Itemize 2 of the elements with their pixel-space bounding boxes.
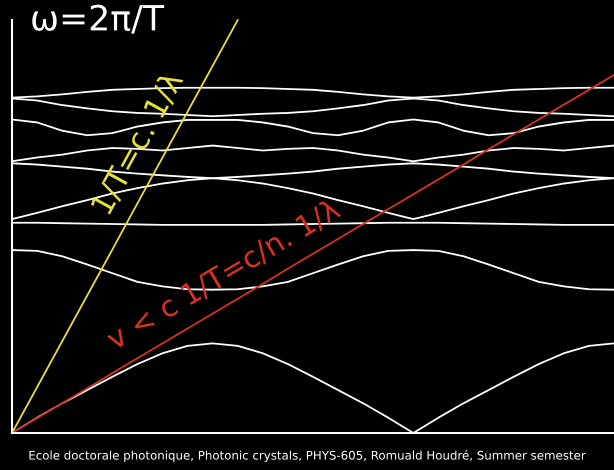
chart-title: ω=2π/T xyxy=(32,4,164,34)
text: Ecole doctorale photonique, Photonic crystals, PHYS-605, Romuald Houdré, Summer semester xyxy=(29,450,586,462)
